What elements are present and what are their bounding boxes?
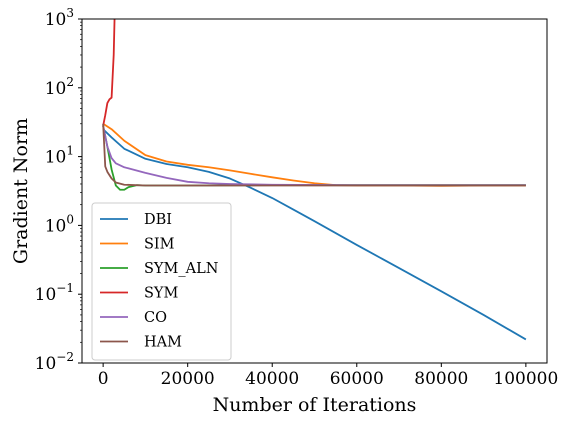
plot-frame — [81, 18, 548, 364]
x-axis-label: Number of Iterations — [213, 394, 417, 416]
legend-label-sym-aln: SYM_ALN — [144, 261, 219, 277]
x-axis: 0 20000 40000 60000 80000 100000 — [98, 363, 558, 389]
x-tick-label: 0 — [98, 369, 109, 389]
x-tick-label: 100000 — [493, 369, 558, 389]
series-layer — [102, 19, 527, 341]
series-line-ham — [102, 123, 526, 187]
y-tick-label: 10−1 — [35, 281, 74, 305]
y-axis-label: Gradient Norm — [10, 118, 32, 264]
legend: DBI SIM SYM_ALN SYM CO HAM — [91, 202, 232, 361]
x-tick-label: 80000 — [414, 369, 468, 389]
x-tick-label: 40000 — [245, 369, 299, 389]
legend-label-co: CO — [144, 310, 167, 326]
x-tick-label: 20000 — [161, 369, 215, 389]
legend-box — [91, 202, 232, 361]
y-tick-label: 103 — [45, 6, 74, 30]
x-tick-label: 60000 — [330, 369, 384, 389]
y-tick-label: 100 — [45, 212, 74, 236]
y-tick-label: 101 — [45, 144, 74, 168]
legend-label-sym: SYM — [144, 286, 179, 302]
series-line-dbi — [102, 128, 527, 341]
y-tick-label: 10−2 — [35, 350, 74, 374]
legend-label-sim: SIM — [144, 237, 175, 253]
y-tick-label: 102 — [45, 75, 74, 99]
series-line-sym — [102, 19, 116, 127]
legend-label-ham: HAM — [144, 335, 182, 351]
y-axis: 10−2 10−1 100 101 102 103 — [35, 6, 82, 374]
legend-label-dbi: DBI — [144, 212, 172, 228]
